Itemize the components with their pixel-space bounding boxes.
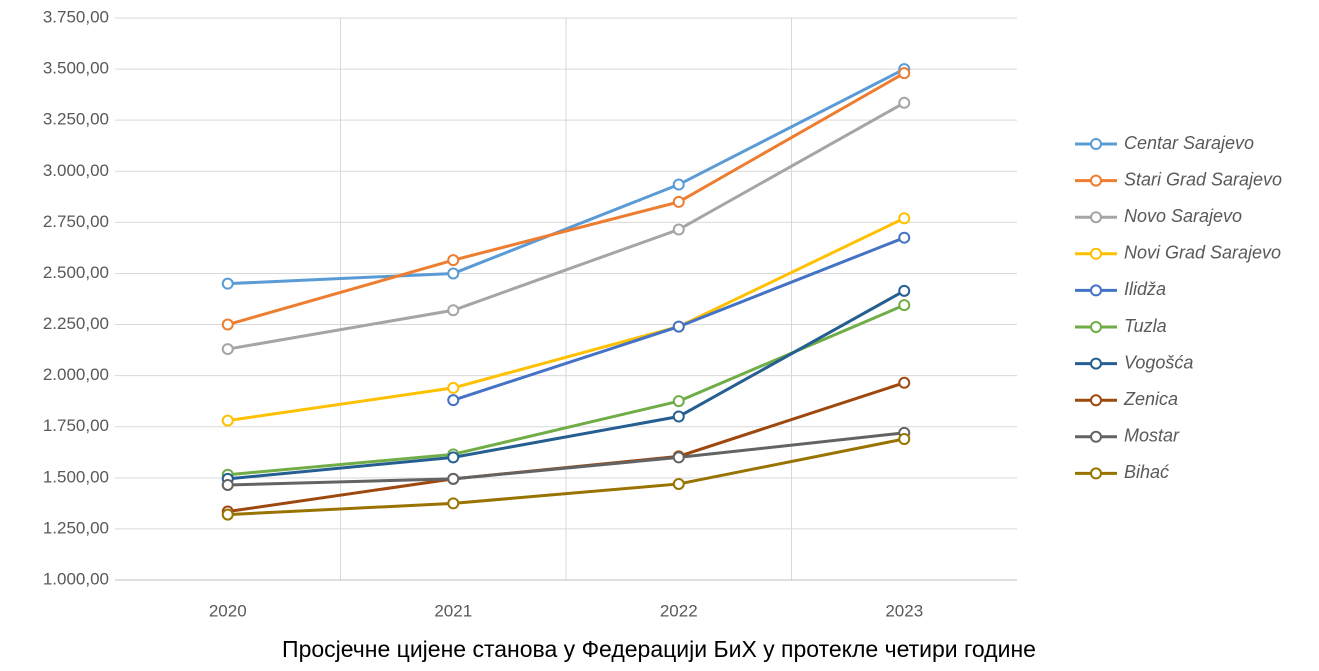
series (221, 96, 911, 356)
series (447, 231, 911, 407)
marker (221, 277, 234, 290)
legend-label: Bihać (1124, 462, 1169, 482)
marker (221, 414, 234, 427)
marker (447, 497, 460, 510)
legend-label: Novi Grad Sarajevo (1124, 243, 1281, 263)
x-tick-label: 2020 (209, 601, 247, 620)
legend-marker (1090, 138, 1102, 150)
marker (447, 304, 460, 317)
marker (672, 395, 685, 408)
y-tick-label: 2.750,00 (43, 212, 109, 231)
marker (672, 223, 685, 236)
chart-title: Просјечне цијене станова у Федерацији Би… (282, 636, 1036, 662)
marker (672, 178, 685, 191)
line (227, 437, 905, 517)
series (221, 426, 911, 491)
marker (898, 67, 911, 80)
line (227, 67, 905, 286)
legend-marker (1090, 394, 1102, 407)
marker (447, 451, 460, 464)
y-tick-label: 3.750,00 (43, 7, 109, 26)
legend-label: Tuzla (1124, 316, 1167, 336)
legend-label: Novo Sarajevo (1124, 206, 1242, 226)
legend-marker (1090, 321, 1102, 333)
marker (221, 318, 234, 331)
line (227, 289, 905, 481)
marker (221, 508, 234, 521)
y-tick-label: 3.250,00 (43, 110, 109, 129)
x-tick-label: 2021 (434, 601, 472, 620)
series (221, 432, 911, 521)
x-tick-label: 2023 (885, 601, 923, 620)
marker (672, 320, 685, 333)
legend-label: Ilidža (1124, 279, 1166, 299)
legend-marker (1090, 467, 1102, 480)
legend-label: Mostar (1124, 426, 1180, 446)
marker (447, 267, 460, 280)
legend-label: Zenica (1123, 389, 1178, 409)
marker (898, 376, 911, 389)
legend-label: Centar Sarajevo (1124, 133, 1254, 153)
y-tick-label: 3.000,00 (43, 161, 109, 180)
y-tick-label: 2.000,00 (43, 365, 109, 384)
marker (898, 299, 911, 312)
marker (898, 96, 911, 109)
y-tick-label: 2.500,00 (43, 263, 109, 282)
legend-marker (1090, 247, 1102, 260)
y-tick-label: 2.250,00 (43, 314, 109, 333)
line (227, 101, 905, 351)
y-tick-label: 1.250,00 (43, 518, 109, 537)
series (221, 67, 911, 331)
legend-marker (1090, 174, 1102, 187)
y-tick-label: 3.500,00 (43, 59, 109, 78)
marker (447, 381, 460, 394)
line (227, 71, 905, 326)
line (227, 216, 905, 423)
marker (672, 477, 685, 490)
marker (898, 231, 911, 244)
marker (898, 432, 911, 445)
x-tick-label: 2022 (660, 601, 698, 620)
line (227, 431, 905, 487)
legend-label: Vogošća (1124, 352, 1193, 372)
marker (447, 472, 460, 485)
marker (221, 343, 234, 356)
y-tick-label: 1.500,00 (43, 467, 109, 486)
marker (672, 410, 685, 423)
marker (221, 478, 234, 491)
legend-label: Stari Grad Sarajevo (1124, 169, 1282, 189)
marker (447, 254, 460, 267)
legend-marker (1090, 357, 1102, 370)
y-tick-label: 1.000,00 (43, 569, 109, 588)
legend-marker (1090, 211, 1102, 224)
marker (672, 195, 685, 208)
legend-marker (1090, 284, 1102, 297)
marker (672, 451, 685, 464)
marker (898, 212, 911, 225)
y-tick-label: 1.750,00 (43, 416, 109, 435)
marker (447, 394, 460, 407)
series (221, 212, 911, 427)
legend-marker (1090, 430, 1102, 443)
marker (898, 284, 911, 297)
